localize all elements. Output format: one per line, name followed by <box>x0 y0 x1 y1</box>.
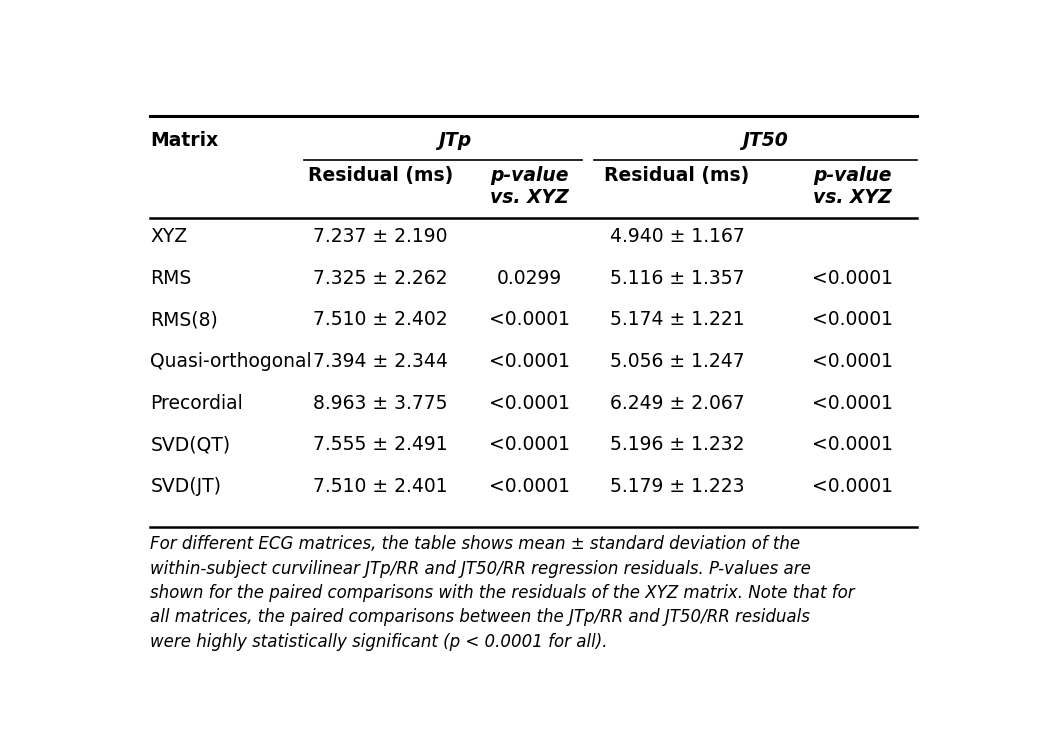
Text: 7.394 ± 2.344: 7.394 ± 2.344 <box>312 352 448 371</box>
Text: <0.0001: <0.0001 <box>489 394 570 413</box>
Text: shown for the paired comparisons with the residuals of the XYZ matrix. Note that: shown for the paired comparisons with th… <box>150 584 855 602</box>
Text: 5.056 ± 1.247: 5.056 ± 1.247 <box>610 352 744 371</box>
Text: For different ECG matrices, the table shows mean ± standard deviation of the: For different ECG matrices, the table sh… <box>150 535 801 553</box>
Text: 5.179 ± 1.223: 5.179 ± 1.223 <box>610 477 744 496</box>
Text: 7.325 ± 2.262: 7.325 ± 2.262 <box>313 269 448 288</box>
Text: p-value
vs. XYZ: p-value vs. XYZ <box>490 167 568 207</box>
Text: <0.0001: <0.0001 <box>489 310 570 330</box>
Text: RMS(8): RMS(8) <box>150 310 218 330</box>
Text: within-subject curvilinear JTp/RR and JT50/RR regression residuals. P-values are: within-subject curvilinear JTp/RR and JT… <box>150 559 811 578</box>
Text: 6.249 ± 2.067: 6.249 ± 2.067 <box>610 394 744 413</box>
Text: 5.196 ± 1.232: 5.196 ± 1.232 <box>610 436 744 454</box>
Text: 0.0299: 0.0299 <box>497 269 562 288</box>
Text: SVD(JT): SVD(JT) <box>150 477 222 496</box>
Text: 8.963 ± 3.775: 8.963 ± 3.775 <box>313 394 448 413</box>
Text: Residual (ms): Residual (ms) <box>605 167 750 185</box>
Text: <0.0001: <0.0001 <box>489 436 570 454</box>
Text: <0.0001: <0.0001 <box>812 436 893 454</box>
Text: all matrices, the paired comparisons between the JTp/RR and JT50/RR residuals: all matrices, the paired comparisons bet… <box>150 608 810 626</box>
Text: RMS: RMS <box>150 269 192 288</box>
Text: p-value
vs. XYZ: p-value vs. XYZ <box>813 167 891 207</box>
Text: XYZ: XYZ <box>150 227 187 246</box>
Text: 7.510 ± 2.402: 7.510 ± 2.402 <box>313 310 448 330</box>
Text: JTp: JTp <box>438 131 472 149</box>
Text: 7.510 ± 2.401: 7.510 ± 2.401 <box>313 477 448 496</box>
Text: Residual (ms): Residual (ms) <box>307 167 453 185</box>
Text: 4.940 ± 1.167: 4.940 ± 1.167 <box>610 227 744 246</box>
Text: were highly statistically significant (p < 0.0001 for all).: were highly statistically significant (p… <box>150 632 608 650</box>
Text: Matrix: Matrix <box>150 131 219 149</box>
Text: <0.0001: <0.0001 <box>812 352 893 371</box>
Text: <0.0001: <0.0001 <box>489 477 570 496</box>
Text: <0.0001: <0.0001 <box>489 352 570 371</box>
Text: SVD(QT): SVD(QT) <box>150 436 230 454</box>
Text: <0.0001: <0.0001 <box>812 269 893 288</box>
Text: 7.555 ± 2.491: 7.555 ± 2.491 <box>313 436 448 454</box>
Text: 7.237 ± 2.190: 7.237 ± 2.190 <box>313 227 448 246</box>
Text: 5.116 ± 1.357: 5.116 ± 1.357 <box>610 269 744 288</box>
Text: 5.174 ± 1.221: 5.174 ± 1.221 <box>610 310 744 330</box>
Text: Quasi-orthogonal: Quasi-orthogonal <box>150 352 312 371</box>
Text: Precordial: Precordial <box>150 394 243 413</box>
Text: <0.0001: <0.0001 <box>812 310 893 330</box>
Text: <0.0001: <0.0001 <box>812 394 893 413</box>
Text: <0.0001: <0.0001 <box>812 477 893 496</box>
Text: JT50: JT50 <box>742 131 788 149</box>
